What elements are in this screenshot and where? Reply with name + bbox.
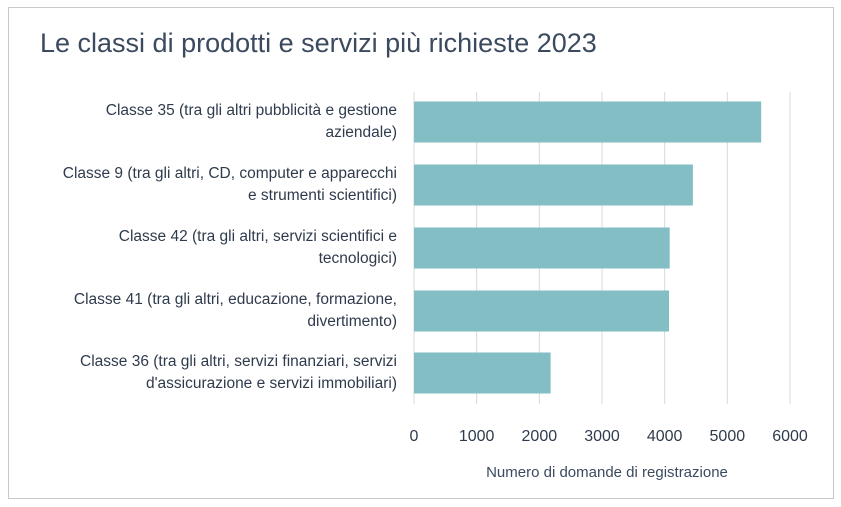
category-label-line: Classe 35 (tra gli altri pubblicità e ge… [12, 100, 397, 122]
category-label: Classe 9 (tra gli altri, CD, computer e … [12, 163, 397, 207]
category-label-line: Classe 9 (tra gli altri, CD, computer e … [12, 163, 397, 185]
x-tick-label: 3000 [584, 428, 620, 445]
category-label-line: aziendale) [12, 122, 397, 144]
bar [414, 165, 693, 206]
x-tick-label: 1000 [459, 428, 495, 445]
category-label: Classe 35 (tra gli altri pubblicità e ge… [12, 100, 397, 144]
category-label: Classe 36 (tra gli altri, servizi finanz… [12, 351, 397, 395]
x-tick-label: 0 [410, 428, 419, 445]
category-label: Classe 41 (tra gli altri, educazione, fo… [12, 289, 397, 333]
bar [414, 102, 761, 143]
category-label-line: Classe 42 (tra gli altri, servizi scient… [12, 226, 397, 248]
x-axis-label: Numero di domande di registrazione [414, 464, 800, 481]
bar [414, 353, 551, 394]
x-tick-label: 5000 [710, 428, 746, 445]
x-tick-label: 6000 [772, 428, 808, 445]
x-tick-label: 2000 [522, 428, 558, 445]
bar [414, 291, 669, 332]
category-label-line: e strumenti scientifici) [12, 185, 397, 207]
category-label-line: divertimento) [12, 311, 397, 333]
x-tick-label: 4000 [647, 428, 683, 445]
category-label: Classe 42 (tra gli altri, servizi scient… [12, 226, 397, 270]
bar [414, 228, 670, 269]
category-label-line: Classe 36 (tra gli altri, servizi finanz… [12, 351, 397, 373]
category-label-line: d'assicurazione e servizi immobiliari) [12, 373, 397, 395]
category-label-line: Classe 41 (tra gli altri, educazione, fo… [12, 289, 397, 311]
category-label-line: tecnologici) [12, 248, 397, 270]
